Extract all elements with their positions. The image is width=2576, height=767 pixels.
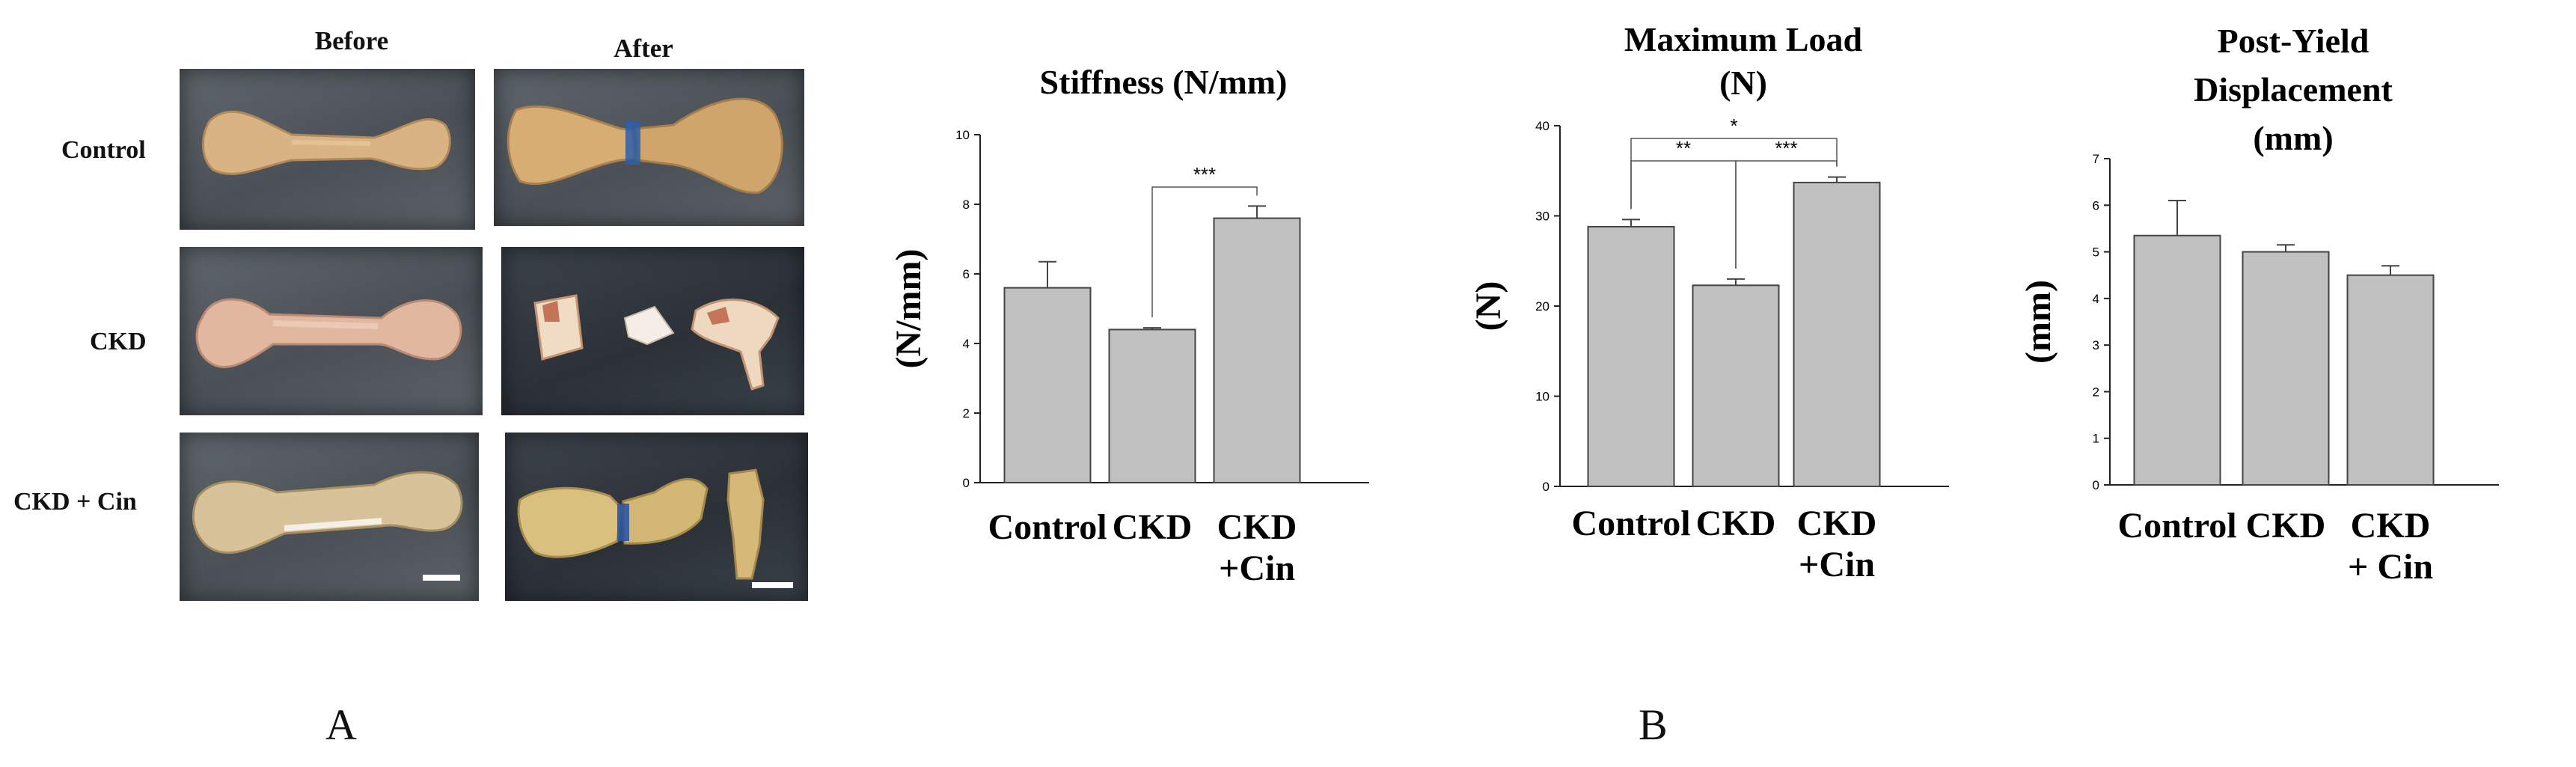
panel-letter-a: A	[325, 700, 357, 749]
significance-label: ***	[1193, 163, 1216, 186]
x-category-label: +Cin	[1219, 548, 1295, 588]
significance-label: **	[1676, 137, 1691, 159]
row-label-control: Control	[61, 136, 146, 164]
x-category-label: CKD	[1217, 507, 1297, 547]
y-tick-label: 0	[2093, 478, 2099, 492]
x-category-label: CKD	[1797, 504, 1877, 543]
chart-title-line: Stiffness (N/mm)	[1040, 63, 1288, 101]
y-tick-label: 0	[963, 476, 970, 490]
x-category-label: Control	[2117, 506, 2236, 546]
y-tick-label: 20	[1535, 299, 1549, 314]
bar	[2346, 274, 2435, 486]
bone-intact-image	[192, 471, 463, 581]
significance-bracket	[1151, 186, 1258, 318]
y-tick-label: 10	[1535, 390, 1549, 404]
photo-ckd-cin-before	[180, 433, 479, 601]
y-tick-label: 3	[2093, 338, 2099, 352]
x-category-label: CKD	[1113, 507, 1193, 547]
panel-letter-b: B	[1639, 700, 1668, 749]
chart-title-line: (mm)	[2253, 119, 2333, 157]
photo-ckd-cin-after	[505, 433, 808, 601]
y-axis-label: (N)	[1469, 281, 1508, 331]
row-label-ckd: CKD	[90, 328, 147, 355]
bar	[1213, 217, 1301, 483]
column-header-before: Before	[314, 26, 389, 55]
significance-label: *	[1730, 114, 1737, 137]
y-tick-label: 0	[1543, 480, 1549, 494]
panel-a: Before After Control CKD CKD + Cin	[0, 0, 823, 749]
bone-fractured-image	[517, 468, 793, 588]
bone-intact-image	[202, 110, 451, 175]
y-tick-label: 2	[2093, 385, 2099, 399]
y-tick-label: 5	[2093, 245, 2099, 260]
bone-fractured-image	[507, 97, 783, 194]
y-tick-label: 4	[2093, 292, 2099, 306]
photo-ckd-after	[501, 247, 804, 415]
chart-title-line: (N)	[1719, 64, 1767, 102]
chart-title-line: Maximum Load	[1624, 20, 1863, 58]
x-category-label: CKD	[2246, 506, 2326, 546]
significance-bracket	[1735, 160, 1838, 269]
row-label-ckd-cin: CKD + Cin	[13, 488, 137, 516]
photo-ckd-before	[180, 247, 483, 415]
scale-bar	[752, 582, 793, 588]
y-axis-label: (mm)	[2019, 280, 2058, 364]
x-category-label: CKD	[1696, 504, 1776, 543]
chart-title-line: Displacement	[2194, 70, 2393, 109]
bar	[2242, 251, 2330, 486]
y-tick-label: 1	[2093, 432, 2099, 446]
y-tick-label: 6	[963, 267, 970, 281]
chart-maximum-load: Maximum Load (N) (N) 0 10 20 30 40 Control CKD CKD…	[1463, 0, 2001, 614]
chart-post-yield-displacement-svg: Post-Yield Displacement (mm) (mm) 0 1 2 3 4 5 6 7 Co…	[2019, 22, 2499, 587]
bar	[1793, 181, 1881, 487]
y-tick-label: 2	[963, 406, 970, 421]
bone-intact-image	[195, 298, 462, 368]
x-category-label: + Cin	[2348, 547, 2433, 587]
bar	[2133, 234, 2221, 486]
y-axis-label: (N/mm)	[889, 249, 928, 369]
significance-label: ***	[1775, 137, 1797, 159]
photo-control-before	[180, 69, 475, 230]
bone-fragments-image	[533, 294, 780, 391]
column-header-after: After	[614, 34, 673, 63]
y-tick-label: 8	[963, 198, 970, 212]
x-category-label: +Cin	[1799, 545, 1875, 584]
y-tick-label: 7	[2093, 152, 2099, 166]
y-tick-label: 4	[963, 337, 970, 351]
chart-title-line: Post-Yield	[2218, 22, 2370, 60]
x-category-label: CKD	[2351, 506, 2431, 546]
y-tick-label: 10	[955, 128, 970, 142]
photo-control-after	[494, 69, 804, 226]
scale-bar	[423, 575, 460, 581]
y-tick-label: 30	[1535, 210, 1549, 224]
chart-post-yield-displacement: Post-Yield Displacement (mm) (mm) 0 1 2 3 4 5 6 7 Co…	[2013, 0, 2566, 614]
bar	[1692, 284, 1780, 487]
x-category-label: Control	[1571, 504, 1690, 543]
bar	[1003, 287, 1092, 483]
y-tick-label: 6	[2093, 198, 2099, 213]
chart-stiffness: Stiffness (N/mm) (N/mm) 0 2 4 6 8 10 Control CKD C…	[883, 0, 1451, 599]
x-category-label: Control	[988, 507, 1107, 547]
bar	[1108, 329, 1196, 483]
bar	[1587, 225, 1675, 487]
y-tick-label: 40	[1535, 119, 1549, 133]
